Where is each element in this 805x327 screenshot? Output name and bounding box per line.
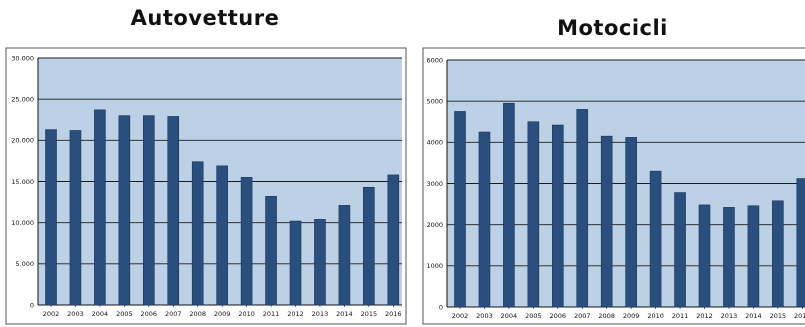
y-tick-label: 5000 xyxy=(426,97,443,105)
y-tick-label: 10.000 xyxy=(11,219,34,227)
bar xyxy=(69,130,82,306)
y-tick-label: 25.000 xyxy=(11,95,34,103)
bar xyxy=(191,161,204,306)
x-tick-label: 2012 xyxy=(287,310,304,318)
x-tick-label: 2013 xyxy=(312,310,329,318)
bar xyxy=(240,177,253,306)
x-tick-label: 2016 xyxy=(794,312,805,320)
x-tick-label: 2004 xyxy=(92,310,109,318)
bar xyxy=(576,109,589,308)
x-tick-label: 2010 xyxy=(647,312,664,320)
bar xyxy=(478,131,491,308)
x-tick-label: 2013 xyxy=(721,312,738,320)
x-tick-label: 2016 xyxy=(385,310,402,318)
chart-autovetture: Autovetture 0 5.000 10.000 15.000 20.000 25.0… xyxy=(5,6,407,325)
x-tick-label: 2015 xyxy=(770,312,787,320)
y-tick-label: 0 xyxy=(439,303,443,311)
y-tick-label: 20.000 xyxy=(11,137,34,145)
x-tick-label: 2008 xyxy=(189,310,206,318)
bar xyxy=(772,200,784,308)
x-tick-label: 2009 xyxy=(214,310,231,318)
chart-title-autovetture: Autovetture xyxy=(130,6,280,30)
x-tick-label: 2011 xyxy=(263,310,280,318)
x-tick-label: 2003 xyxy=(67,310,84,318)
y-tick-label: 6000 xyxy=(426,56,443,64)
chart-title-motocicli: Motocicli xyxy=(557,16,668,40)
bar xyxy=(503,102,515,308)
x-tick-label: 2002 xyxy=(43,310,60,318)
x-tick-label: 2004 xyxy=(501,312,518,320)
bar xyxy=(143,115,155,306)
bar xyxy=(747,205,760,308)
bar xyxy=(723,207,735,308)
bar xyxy=(265,196,277,306)
chart-svg-motocicli: 0 1000 2000 3000 4000 5000 6000 2002 2003 2004 200… xyxy=(422,47,805,325)
chart-svg-autovetture: 0 5.000 10.000 15.000 20.000 25.000 30.000 2002… xyxy=(5,47,407,325)
bar xyxy=(387,174,400,306)
bar xyxy=(314,219,326,306)
bar xyxy=(649,170,662,308)
bar xyxy=(45,129,57,306)
bar xyxy=(698,204,711,308)
bar xyxy=(338,205,351,306)
x-tick-label: 2010 xyxy=(238,310,255,318)
y-tick-label: 4000 xyxy=(426,139,443,147)
x-tick-label: 2002 xyxy=(452,312,469,320)
bar xyxy=(216,165,228,306)
x-tick-label: 2012 xyxy=(696,312,713,320)
x-tick-label: 2005 xyxy=(116,310,133,318)
bar xyxy=(454,111,466,308)
x-tick-label: 2014 xyxy=(336,310,353,318)
x-tick-label: 2005 xyxy=(525,312,542,320)
x-tick-label: 2006 xyxy=(550,312,567,320)
y-tick-label: 2000 xyxy=(426,221,443,229)
x-tick-label: 2015 xyxy=(361,310,378,318)
y-tick-label: 0 xyxy=(30,301,34,309)
bar xyxy=(167,116,180,306)
y-tick-label: 3000 xyxy=(426,180,443,188)
bar xyxy=(674,192,686,308)
x-tick-label: 2006 xyxy=(141,310,158,318)
x-tick-label: 2007 xyxy=(574,312,591,320)
x-tick-label: 2009 xyxy=(623,312,640,320)
bar xyxy=(289,220,302,306)
chart-motocicli: Motocicli 0 1000 2000 3000 4000 5000 6000 2002 2… xyxy=(420,0,805,327)
bar xyxy=(796,178,805,308)
x-tick-label: 2014 xyxy=(745,312,762,320)
x-tick-label: 2011 xyxy=(672,312,689,320)
bar xyxy=(527,121,540,308)
bar xyxy=(363,186,375,306)
bar xyxy=(94,109,106,306)
x-tick-label: 2007 xyxy=(165,310,182,318)
bar xyxy=(552,124,564,308)
bar xyxy=(600,135,613,308)
y-tick-label: 5.000 xyxy=(15,260,34,268)
x-tick-label: 2008 xyxy=(598,312,615,320)
bar xyxy=(118,115,131,306)
y-tick-label: 15.000 xyxy=(11,178,34,186)
y-tick-label: 30.000 xyxy=(11,54,34,62)
y-tick-label: 1000 xyxy=(426,262,443,270)
bar xyxy=(625,137,637,308)
x-tick-label: 2003 xyxy=(476,312,493,320)
